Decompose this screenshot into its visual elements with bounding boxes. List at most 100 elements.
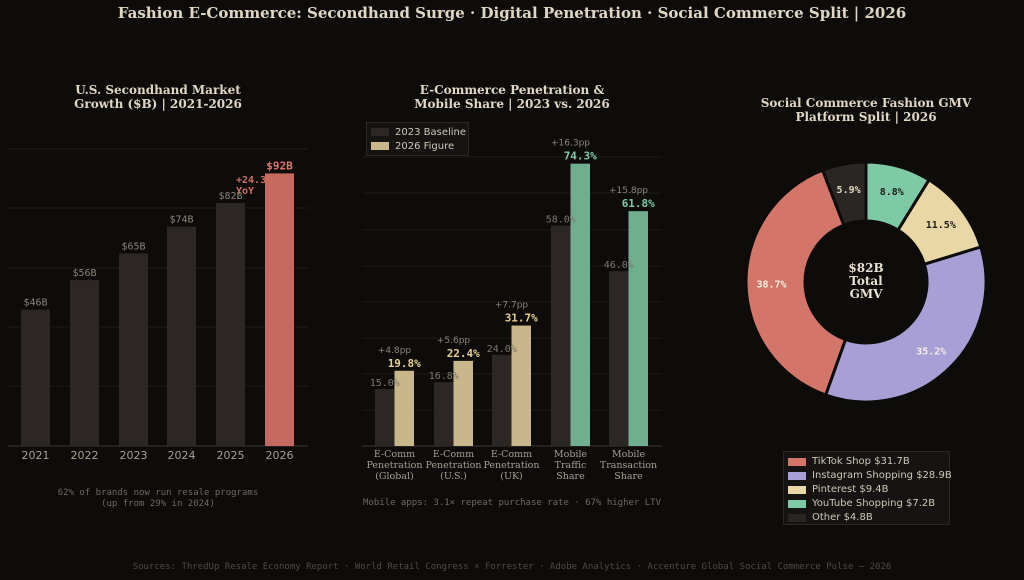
pinterest-swatch <box>788 485 806 494</box>
resale-year-label-2022: 2022 <box>71 449 99 462</box>
panel2-title-line1: E-Commerce Penetration & <box>419 83 605 97</box>
resale-value-label-2025: $82B <box>218 191 242 202</box>
category-label-0-line3: (Global) <box>375 471 414 482</box>
resale-year-label-2026: 2026 <box>266 449 294 462</box>
panel1-title: U.S. Secondhand Market Growth ($B) | 202… <box>28 83 288 111</box>
resale-value-label-2022: $56B <box>72 268 96 279</box>
figure-bar-1 <box>453 360 473 446</box>
category-label-1-line3: (U.S.) <box>440 471 467 482</box>
category-label-3-line1: Mobile <box>554 449 588 460</box>
panel1-title-line1: U.S. Secondhand Market <box>75 83 241 97</box>
category-label-2-line2: Penetration <box>483 460 539 471</box>
legend-label-instagram: Instagram Shopping $28.9B <box>812 470 952 481</box>
baseline-value-label-1: 16.8% <box>429 371 459 382</box>
baseline-bar-3 <box>551 225 571 446</box>
donut-pct-label-instagram-shopping: 35.2% <box>916 346 946 357</box>
legend-label-tiktok: TikTok Shop $31.7B <box>812 456 910 467</box>
category-label-1-line1: E-Comm <box>433 449 474 460</box>
resale-bar-2026 <box>265 173 294 447</box>
donut-slice-instagram-shopping <box>823 245 988 404</box>
category-label-3-line2: Traffic <box>555 460 587 471</box>
resale-bar-2023 <box>119 253 148 446</box>
category-label-1-line2: Penetration <box>425 460 481 471</box>
resale-value-label-2023: $65B <box>121 241 145 252</box>
donut-pct-label-tiktok-shop: 38.7% <box>756 279 786 290</box>
resale-value-label-2024: $74B <box>169 215 193 226</box>
category-label-3-line3: Share <box>556 471 585 482</box>
legend-label-youtube: YouTube Shopping $7.2B <box>812 498 936 509</box>
resale-bar-2024 <box>167 226 196 446</box>
delta-label-2: +7.7pp <box>495 301 529 311</box>
panel2-title: E-Commerce Penetration & Mobile Share | … <box>382 83 642 111</box>
category-label-2-line3: (UK) <box>500 471 523 482</box>
category-label-0-line1: E-Comm <box>374 449 415 460</box>
legend-item-figure: 2026 Figure <box>371 140 454 152</box>
resale-note-line2: (up from 29% in 2024) <box>101 499 215 509</box>
legend-item-other: Other $4.8B <box>788 511 873 524</box>
baseline-swatch <box>371 128 389 136</box>
figure-bar-3 <box>570 163 590 446</box>
resale-year-label-2021: 2021 <box>22 449 50 462</box>
figure-value-label-1: 22.4% <box>447 347 480 360</box>
panel3-title-line2: Platform Split | 2026 <box>795 110 937 124</box>
yoy-annotation-label: YoY <box>236 186 254 197</box>
legend-item-baseline: 2023 Baseline <box>371 126 466 138</box>
legend-item-tiktok: TikTok Shop $31.7B <box>788 455 910 468</box>
youtube-swatch <box>788 499 806 508</box>
legend-label-other: Other $4.8B <box>812 512 873 523</box>
donut-center-value: $82B <box>848 261 884 275</box>
figure-value-label-2: 31.7% <box>505 312 538 325</box>
baseline-value-label-0: 15.0% <box>370 378 400 389</box>
category-label-0-line2: Penetration <box>366 460 422 471</box>
panel3-title-line1: Social Commerce Fashion GMV <box>760 96 972 110</box>
panel1-title-line2: Growth ($B) | 2021-2026 <box>74 97 242 111</box>
baseline-bar-2 <box>492 354 512 446</box>
baseline-bar-0 <box>375 389 395 446</box>
figure-swatch <box>371 142 389 150</box>
tiktok-swatch <box>788 457 806 466</box>
category-label-4-line1: Mobile <box>612 449 646 460</box>
sources-footer: Sources: ThredUp Resale Economy Report ·… <box>132 562 892 572</box>
legend-label-baseline: 2023 Baseline <box>395 126 467 138</box>
category-label-4-line3: Share <box>614 471 643 482</box>
donut-pct-label-youtube-shopping: 8.8% <box>880 187 904 198</box>
legend-item-pinterest: Pinterest $9.4B <box>788 483 888 496</box>
yoy-annotation-value: +24.3% <box>236 175 272 186</box>
category-label-2-line1: E-Comm <box>491 449 532 460</box>
panel2-title-line2: Mobile Share | 2023 vs. 2026 <box>414 97 610 111</box>
donut-slice-other <box>820 160 868 228</box>
baseline-value-label-3: 58.0% <box>546 215 576 226</box>
baseline-bar-1 <box>434 382 454 446</box>
legend-item-youtube: YouTube Shopping $7.2B <box>788 497 935 510</box>
penetration-legend: 2023 Baseline 2026 Figure <box>366 122 469 156</box>
resale-bar-2021 <box>21 309 50 446</box>
resale-year-label-2023: 2023 <box>120 449 148 462</box>
panel3-title: Social Commerce Fashion GMV Platform Spl… <box>736 96 996 124</box>
legend-item-instagram: Instagram Shopping $28.9B <box>788 469 952 482</box>
delta-label-1: +5.6pp <box>437 336 471 346</box>
resale-value-label-2021: $46B <box>23 298 47 309</box>
category-label-4-line2: Transaction <box>600 460 657 471</box>
figure-bar-2 <box>511 325 531 446</box>
delta-label-3: +16.3pp <box>551 139 590 149</box>
delta-label-0: +4.8pp <box>378 346 412 356</box>
figure-bar-4 <box>628 211 648 446</box>
resale-note: 62% of brands now run resale programs (u… <box>28 488 288 510</box>
figure-value-label-0: 19.8% <box>388 357 421 370</box>
donut-center-line3: GMV <box>849 287 883 301</box>
legend-label-pinterest: Pinterest $9.4B <box>812 484 889 495</box>
figure-value-label-4: 61.8% <box>622 197 655 210</box>
figure-bar-0 <box>394 370 414 446</box>
delta-label-4: +15.8pp <box>609 186 648 196</box>
resale-bar-2025 <box>216 203 245 446</box>
resale-value-label-2026: $92B <box>266 159 293 172</box>
dashboard-title: Fashion E-Commerce: Secondhand Surge · D… <box>117 4 907 22</box>
donut-center-line2: Total <box>849 274 883 288</box>
resale-year-label-2025: 2025 <box>217 449 245 462</box>
instagram-swatch <box>788 471 806 480</box>
resale-year-label-2024: 2024 <box>168 449 196 462</box>
donut-center-label: $82B Total GMV <box>826 262 906 301</box>
legend-label-figure: 2026 Figure <box>395 140 455 152</box>
other-swatch <box>788 513 806 522</box>
